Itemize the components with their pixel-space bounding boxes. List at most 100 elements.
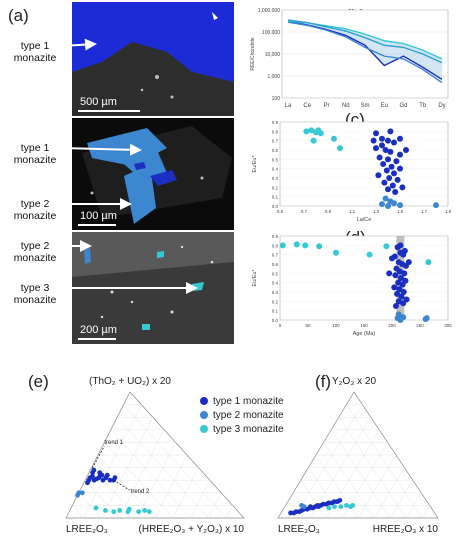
y-tick-label: 0.4 <box>272 167 279 172</box>
data-point <box>112 475 118 481</box>
data-point <box>425 259 432 266</box>
data-point <box>387 128 394 135</box>
y-tick-label: 0.6 <box>272 148 279 153</box>
label-type3-bot: type 3 monazite <box>13 282 57 306</box>
data-point <box>403 147 409 153</box>
grid-line <box>331 429 391 519</box>
x-tick-label: Ce <box>303 103 311 109</box>
data-point <box>79 490 85 496</box>
data-point <box>366 251 373 258</box>
data-point <box>316 243 323 250</box>
y-tick-label: 0.7 <box>272 253 279 258</box>
data-point <box>126 506 132 512</box>
data-point <box>383 167 390 174</box>
apex-label-left: LREE₂O₃ <box>66 524 108 535</box>
x-tick-label: Pr <box>324 103 330 109</box>
data-point <box>400 289 407 295</box>
ternary-diagram-f: Y₂O₃ x 20 LREE₂O₃ HREE₂O₃ x 10 <box>277 376 439 535</box>
data-point <box>395 311 402 318</box>
label-type1-mid: type 1 monazite <box>13 142 57 166</box>
y-tick-label: 0.1 <box>272 195 279 200</box>
grid-line <box>300 480 327 519</box>
data-point <box>391 170 397 177</box>
data-point <box>385 156 391 163</box>
data-point <box>373 130 379 137</box>
data-point <box>382 195 389 202</box>
data-point <box>93 505 99 511</box>
data-point <box>394 176 401 183</box>
grid-line <box>293 404 363 519</box>
trend1-label: trend 1 <box>104 440 123 446</box>
data-point <box>397 151 403 158</box>
data-point <box>379 135 385 142</box>
series-line <box>287 19 443 64</box>
data-point <box>397 165 403 172</box>
x-axis-label: Age (Ma) <box>353 331 376 337</box>
y-tick-label: 0.5 <box>272 157 279 162</box>
data-point <box>388 163 395 170</box>
y-tick-label: 0.7 <box>272 139 279 144</box>
panel-label-f: (f) <box>315 372 332 391</box>
data-point <box>396 268 403 275</box>
data-point <box>380 161 387 167</box>
x-tick-label: Eu <box>381 103 388 109</box>
grid-line <box>346 404 423 519</box>
y-tick-label: 100,000 <box>262 30 280 36</box>
x-tick-label: Tb <box>419 103 427 109</box>
panel-label-e: (e) <box>28 372 49 391</box>
x-tick-label: 0.5 <box>277 209 284 214</box>
apex-label-top: Y₂O₃ x 20 <box>332 376 377 387</box>
data-point <box>85 480 90 486</box>
x-tick-label: 1.7 <box>421 209 428 214</box>
data-point <box>405 259 412 266</box>
x-tick-label: 0 <box>279 323 282 328</box>
grid-line <box>83 404 142 519</box>
y-tick-label: 0.3 <box>272 290 279 295</box>
data-point <box>395 298 402 305</box>
scale-label-1: 500 µm <box>80 96 117 108</box>
x-tick-label: 100 <box>332 323 340 328</box>
data-point <box>383 243 390 250</box>
grid-line <box>97 454 156 519</box>
x-tick-label: 1.5 <box>397 209 404 214</box>
ternary-diagram-e: (ThO₂ + UO₂) x 20 LREE₂O₃ (HREE₂O₃ + Y₂O₃)… <box>65 376 245 535</box>
data-point <box>337 145 343 152</box>
data-point <box>344 503 349 508</box>
data-point <box>91 467 97 473</box>
data-point <box>392 272 399 279</box>
data-point <box>337 497 343 503</box>
data-point <box>146 509 152 515</box>
data-point <box>397 202 403 209</box>
grid-line <box>154 454 188 519</box>
scale-label-3: 200 µm <box>80 324 117 336</box>
y-tick-label: 0.2 <box>272 185 279 190</box>
data-point <box>333 249 339 256</box>
data-point <box>326 505 332 511</box>
grid-line <box>357 454 397 519</box>
data-point <box>279 242 286 249</box>
grid-line <box>123 404 227 519</box>
grid-line <box>373 467 405 519</box>
data-point <box>386 270 393 277</box>
grid-line <box>119 429 165 519</box>
grid-line <box>208 492 222 519</box>
data-point <box>387 148 394 155</box>
legend-item-type3: type 3 monazite <box>200 422 284 436</box>
data-point <box>393 158 400 165</box>
data-point <box>399 281 406 288</box>
data-point <box>398 293 405 300</box>
data-point <box>375 172 382 179</box>
data-point <box>394 290 401 297</box>
legend-label: type 1 monazite <box>213 395 284 407</box>
data-point <box>397 135 403 142</box>
trend2-line <box>113 479 130 491</box>
micrograph-type1: 500 µm <box>72 2 234 116</box>
scale-label-2: 100 µm <box>80 210 117 222</box>
trend1-line <box>91 445 105 469</box>
data-point <box>107 477 113 483</box>
data-point <box>400 314 407 321</box>
y-tick-label: 0.9 <box>272 120 279 125</box>
data-point <box>391 284 398 291</box>
data-point <box>392 189 399 195</box>
x-tick-label: 50 <box>305 323 311 328</box>
